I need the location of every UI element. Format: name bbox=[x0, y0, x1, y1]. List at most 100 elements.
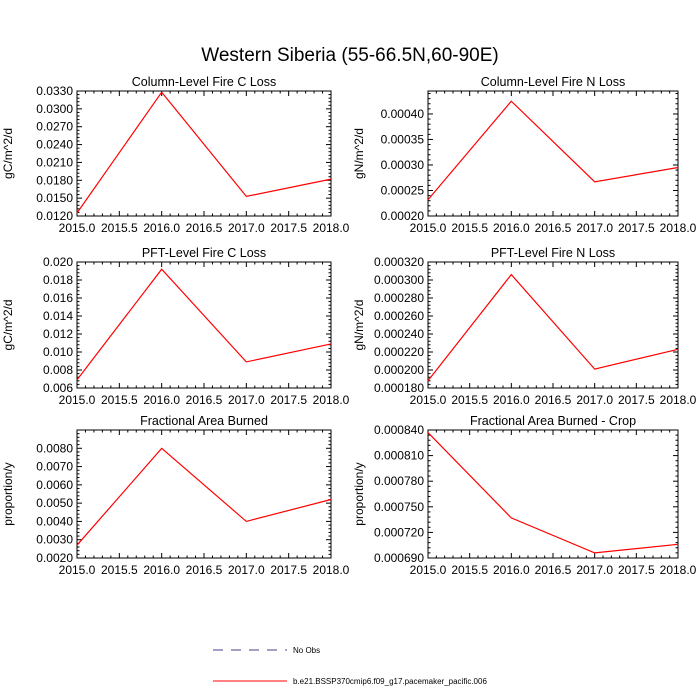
y-tick-label: 0.000810 bbox=[374, 449, 424, 463]
y-tick-label: 0.00025 bbox=[381, 183, 425, 197]
y-tick-label: 0.0080 bbox=[36, 441, 73, 455]
y-tick-label: 0.000240 bbox=[374, 327, 424, 341]
x-tick-label: 2016.0 bbox=[493, 393, 530, 407]
y-axis-label: proportion/y bbox=[352, 462, 366, 525]
y-axis-label: gN/m^2/d bbox=[352, 300, 366, 351]
x-tick-label: 2015.5 bbox=[101, 563, 138, 577]
x-tick-label: 2015.0 bbox=[59, 393, 96, 407]
y-tick-label: 0.0150 bbox=[36, 191, 73, 205]
x-tick-label: 2016.0 bbox=[493, 221, 530, 235]
x-tick-label: 2016.0 bbox=[143, 221, 180, 235]
y-tick-label: 0.0120 bbox=[36, 209, 73, 223]
x-tick-label: 2016.5 bbox=[186, 393, 223, 407]
panel-5: Fractional Area Burned 2015.0 2015.5 2016.0… bbox=[1, 414, 350, 577]
y-tick-label: 0.020 bbox=[43, 255, 73, 269]
x-tick-label: 2018.0 bbox=[313, 563, 350, 577]
y-tick-label: 0.0240 bbox=[36, 138, 73, 152]
y-tick-label: 0.0330 bbox=[36, 84, 73, 98]
x-tick-label: 2016.5 bbox=[535, 563, 572, 577]
x-tick-label: 2018.0 bbox=[313, 393, 350, 407]
x-tick-label: 2015.0 bbox=[59, 221, 96, 235]
panel-1: Column-Level Fire C Loss 2015.0 2015.5 2016… bbox=[1, 75, 350, 235]
plot-frame bbox=[427, 90, 679, 217]
x-tick-label: 2018.0 bbox=[660, 393, 697, 407]
chart-panels: Column-Level Fire C Loss 2015.0 2015.5 2016… bbox=[1, 75, 697, 577]
x-tick-label: 2015.0 bbox=[410, 393, 447, 407]
y-axis-label: gN/m^2/d bbox=[352, 128, 366, 179]
panel-title: Column-Level Fire N Loss bbox=[481, 75, 626, 89]
y-axis-label: gC/m^2/d bbox=[1, 128, 15, 179]
legend-label-no-obs: No Obs bbox=[293, 646, 320, 655]
panel-title: Column-Level Fire C Loss bbox=[132, 75, 277, 89]
x-tick-label: 2016.5 bbox=[186, 221, 223, 235]
series-line bbox=[76, 447, 332, 546]
x-tick-label: 2017.5 bbox=[618, 563, 655, 577]
y-tick-label: 0.010 bbox=[43, 345, 73, 359]
x-tick-label: 2018.0 bbox=[660, 221, 697, 235]
panel-title: Fractional Area Burned bbox=[140, 414, 268, 428]
x-tick-label: 2016.0 bbox=[143, 563, 180, 577]
y-tick-label: 0.000200 bbox=[374, 363, 424, 377]
y-tick-label: 0.000280 bbox=[374, 291, 424, 305]
y-tick-label: 0.000260 bbox=[374, 309, 424, 323]
y-tick-label: 0.000750 bbox=[374, 500, 424, 514]
panel-title: PFT-Level Fire C Loss bbox=[142, 246, 266, 260]
y-tick-label: 0.0030 bbox=[36, 533, 73, 547]
x-tick-label: 2015.0 bbox=[410, 563, 447, 577]
x-tick-label: 2017.0 bbox=[228, 563, 265, 577]
series-line bbox=[76, 268, 332, 381]
legend: No Obs b.e21.BSSP370cmip6.f09_g17.pacema… bbox=[213, 646, 487, 686]
x-tick-label: 2017.0 bbox=[576, 221, 613, 235]
y-tick-label: 0.000300 bbox=[374, 273, 424, 287]
x-tick-label: 2016.5 bbox=[535, 393, 572, 407]
series-line bbox=[427, 100, 679, 201]
panel-title: PFT-Level Fire N Loss bbox=[491, 246, 615, 260]
x-tick-label: 2015.5 bbox=[101, 393, 138, 407]
y-tick-label: 0.00035 bbox=[381, 132, 425, 146]
x-tick-label: 2017.5 bbox=[618, 221, 655, 235]
y-tick-label: 0.016 bbox=[43, 291, 73, 305]
x-tick-label: 2016.5 bbox=[186, 563, 223, 577]
x-tick-label: 2015.5 bbox=[451, 563, 488, 577]
x-tick-label: 2018.0 bbox=[660, 563, 697, 577]
panel-2: Column-Level Fire N Loss 2015.0 2015.5 2016… bbox=[352, 75, 697, 235]
y-axis-label: gC/m^2/d bbox=[1, 300, 15, 351]
y-tick-label: 0.0070 bbox=[36, 460, 73, 474]
x-tick-label: 2017.5 bbox=[618, 393, 655, 407]
y-tick-label: 0.0210 bbox=[36, 155, 73, 169]
x-tick-label: 2017.0 bbox=[228, 221, 265, 235]
series-line bbox=[427, 273, 679, 382]
plot-frame bbox=[427, 261, 679, 389]
series-line bbox=[427, 432, 679, 554]
x-tick-label: 2016.0 bbox=[143, 393, 180, 407]
y-tick-label: 0.018 bbox=[43, 273, 73, 287]
y-tick-label: 0.0040 bbox=[36, 514, 73, 528]
y-tick-label: 0.014 bbox=[43, 309, 73, 323]
y-tick-label: 0.0180 bbox=[36, 173, 73, 187]
legend-label-model: b.e21.BSSP370cmip6.f09_g17.pacemaker_pac… bbox=[293, 677, 487, 686]
figure-title: Western Siberia (55-66.5N,60-90E) bbox=[201, 45, 498, 66]
y-tick-label: 0.000320 bbox=[374, 255, 424, 269]
x-tick-label: 2016.5 bbox=[535, 221, 572, 235]
series-line bbox=[76, 91, 332, 214]
plot-frame bbox=[427, 429, 679, 559]
y-tick-label: 0.012 bbox=[43, 327, 73, 341]
x-tick-label: 2015.5 bbox=[101, 221, 138, 235]
y-tick-label: 0.0060 bbox=[36, 478, 73, 492]
y-tick-label: 0.0300 bbox=[36, 102, 73, 116]
y-tick-label: 0.0270 bbox=[36, 120, 73, 134]
x-tick-label: 2015.0 bbox=[410, 221, 447, 235]
y-tick-label: 0.00020 bbox=[381, 209, 425, 223]
y-tick-label: 0.000690 bbox=[374, 551, 424, 565]
x-tick-label: 2018.0 bbox=[313, 221, 350, 235]
panel-title: Fractional Area Burned - Crop bbox=[470, 414, 636, 428]
plot-frame bbox=[76, 261, 332, 389]
plot-frame bbox=[76, 90, 332, 217]
x-tick-label: 2016.0 bbox=[493, 563, 530, 577]
x-tick-label: 2017.5 bbox=[270, 393, 307, 407]
x-tick-label: 2015.5 bbox=[451, 393, 488, 407]
y-tick-label: 0.00030 bbox=[381, 158, 425, 172]
y-tick-label: 0.00040 bbox=[381, 107, 425, 121]
x-tick-label: 2017.0 bbox=[576, 563, 613, 577]
